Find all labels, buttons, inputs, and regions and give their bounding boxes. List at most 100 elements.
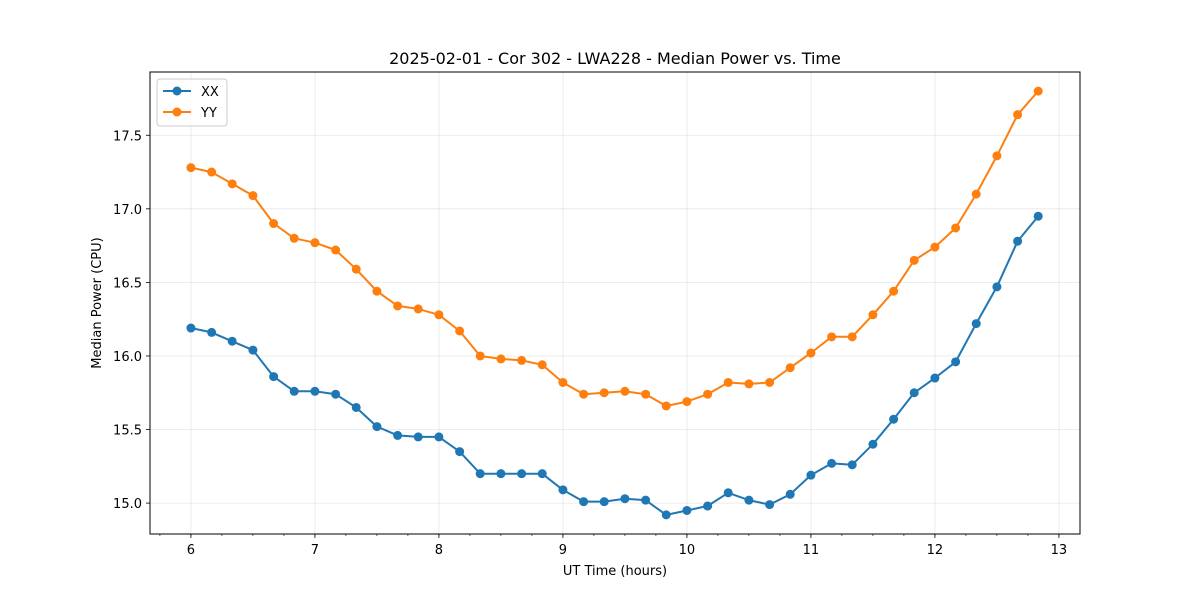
data-point-xx [785,489,795,499]
data-point-xx [1013,236,1023,246]
data-point-yy [186,163,196,173]
data-point-xx [620,494,630,504]
data-point-yy [641,389,651,399]
data-point-yy [558,377,568,387]
x-tick-label: 13 [1051,543,1068,558]
data-point-yy [620,386,630,396]
data-point-yy [599,388,609,398]
data-point-yy [1013,110,1023,120]
data-point-yy [889,286,899,296]
data-point-yy [434,310,444,320]
data-point-xx [413,432,423,442]
data-point-yy [847,332,857,342]
data-point-xx [579,497,589,507]
data-point-xx [248,345,258,355]
series-xx [186,211,1043,520]
data-point-yy [909,255,919,265]
y-tick-label: 17.0 [113,203,142,218]
data-point-xx [765,500,775,510]
data-point-xx [909,388,919,398]
data-point-yy [372,286,382,296]
x-tick-label: 11 [803,543,820,558]
data-point-yy [992,151,1002,161]
data-point-yy [496,354,506,364]
data-point-yy [289,233,299,243]
y-tick-label: 16.0 [113,350,142,365]
x-tick-label: 6 [187,543,195,558]
data-point-yy [517,355,527,365]
data-point-xx [744,495,754,505]
x-tick-label: 7 [311,543,319,558]
data-point-xx [971,319,981,329]
data-point-yy [393,301,403,311]
data-point-xx [599,497,609,507]
data-point-xx [351,402,361,412]
data-point-xx [1033,211,1043,221]
plot-frame [149,71,1081,535]
data-point-yy [661,401,671,411]
y-axis-label: Median Power (CPU) [90,237,105,368]
data-point-xx [723,488,733,498]
data-point-xx [372,422,382,432]
x-tick-label: 8 [435,543,443,558]
data-point-xx [806,470,816,480]
data-point-xx [703,501,713,511]
data-point-xx [558,485,568,495]
data-point-yy [351,264,361,274]
data-point-xx [186,323,196,333]
y-tick-label: 16.5 [113,276,142,291]
data-point-yy [723,377,733,387]
data-point-yy [475,351,485,361]
series-group [186,86,1043,520]
data-point-yy [207,167,217,177]
chart-title: 2025-02-01 - Cor 302 - LWA228 - Median P… [389,49,841,68]
data-point-xx [889,414,899,424]
data-point-yy [744,379,754,389]
data-point-xx [847,460,857,470]
data-point-yy [455,326,465,336]
data-point-yy [703,389,713,399]
data-point-xx [455,447,465,457]
x-tick-label: 12 [927,543,944,558]
data-point-yy [227,179,237,189]
data-point-yy [765,377,775,387]
legend: XX YY [156,78,228,127]
data-point-xx [827,458,837,468]
data-point-yy [331,245,341,255]
data-point-yy [971,189,981,199]
legend-marker-yy [172,107,182,117]
data-point-xx [393,430,403,440]
data-point-xx [475,469,485,479]
data-point-yy [248,191,258,201]
data-point-yy [827,332,837,342]
data-point-xx [661,510,671,520]
data-point-xx [682,505,692,515]
legend-label-xx: XX [201,85,219,100]
data-point-xx [227,336,237,346]
y-tick-label: 17.5 [113,129,142,144]
axis-ticks: 6 7 8 9 10 11 12 13 15.0 15.5 16.0 16.5 17.0 17.5 [113,129,1067,558]
grid-lines [150,72,1080,534]
legend-marker-xx [172,86,182,96]
data-point-xx [992,282,1002,292]
y-tick-label: 15.5 [113,424,142,439]
data-point-yy [868,310,878,320]
data-point-yy [806,348,816,358]
data-point-yy [682,397,692,407]
data-point-yy [269,219,279,229]
series-yy [186,86,1043,411]
data-point-yy [930,242,940,252]
data-point-xx [331,389,341,399]
data-point-yy [951,223,961,233]
data-point-xx [641,495,651,505]
data-point-yy [1033,86,1043,96]
data-point-xx [310,386,320,396]
data-point-xx [951,357,961,367]
data-point-xx [269,372,279,382]
data-point-yy [579,389,589,399]
data-point-yy [310,238,320,248]
data-point-yy [537,360,547,370]
data-point-yy [413,304,423,314]
